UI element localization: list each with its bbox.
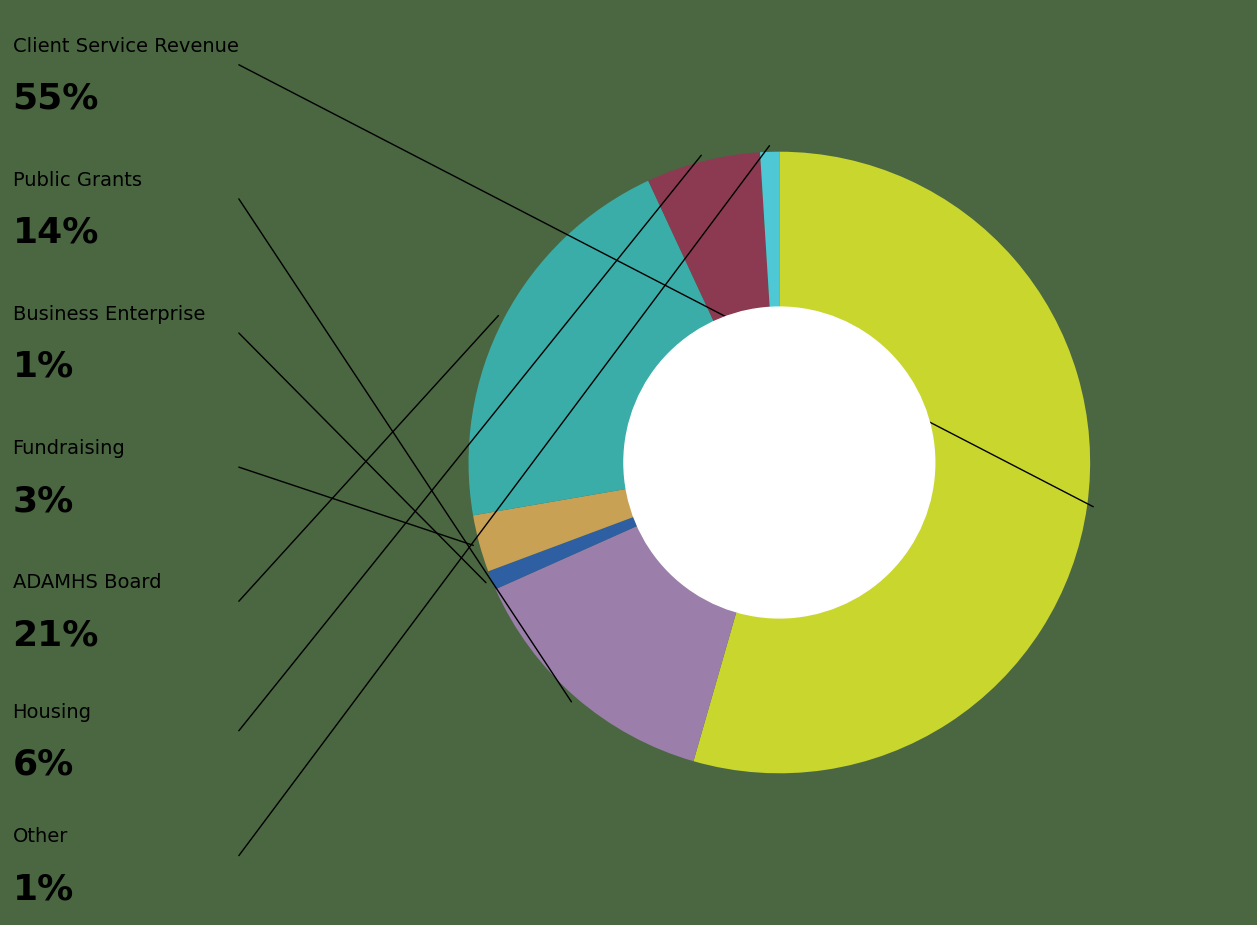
Text: Housing: Housing [13, 702, 92, 722]
Text: Fundraising: Fundraising [13, 438, 126, 458]
Text: 21%: 21% [13, 618, 99, 652]
Circle shape [623, 307, 935, 618]
Text: Public Grants: Public Grants [13, 170, 142, 190]
Text: 1%: 1% [13, 872, 74, 906]
Text: 14%: 14% [13, 216, 99, 250]
Text: ADAMHS Board: ADAMHS Board [13, 573, 161, 592]
Text: 3%: 3% [13, 484, 74, 518]
Wedge shape [694, 152, 1090, 773]
Wedge shape [488, 517, 637, 589]
Text: Business Enterprise: Business Enterprise [13, 304, 205, 324]
Wedge shape [473, 489, 634, 572]
Text: Client Service Revenue: Client Service Revenue [13, 36, 239, 56]
Wedge shape [469, 180, 714, 515]
Text: 55%: 55% [13, 81, 99, 116]
Text: 6%: 6% [13, 747, 74, 782]
Wedge shape [760, 152, 779, 307]
Text: 1%: 1% [13, 350, 74, 384]
Wedge shape [495, 525, 737, 761]
Text: Other: Other [13, 827, 68, 846]
Wedge shape [649, 153, 769, 322]
